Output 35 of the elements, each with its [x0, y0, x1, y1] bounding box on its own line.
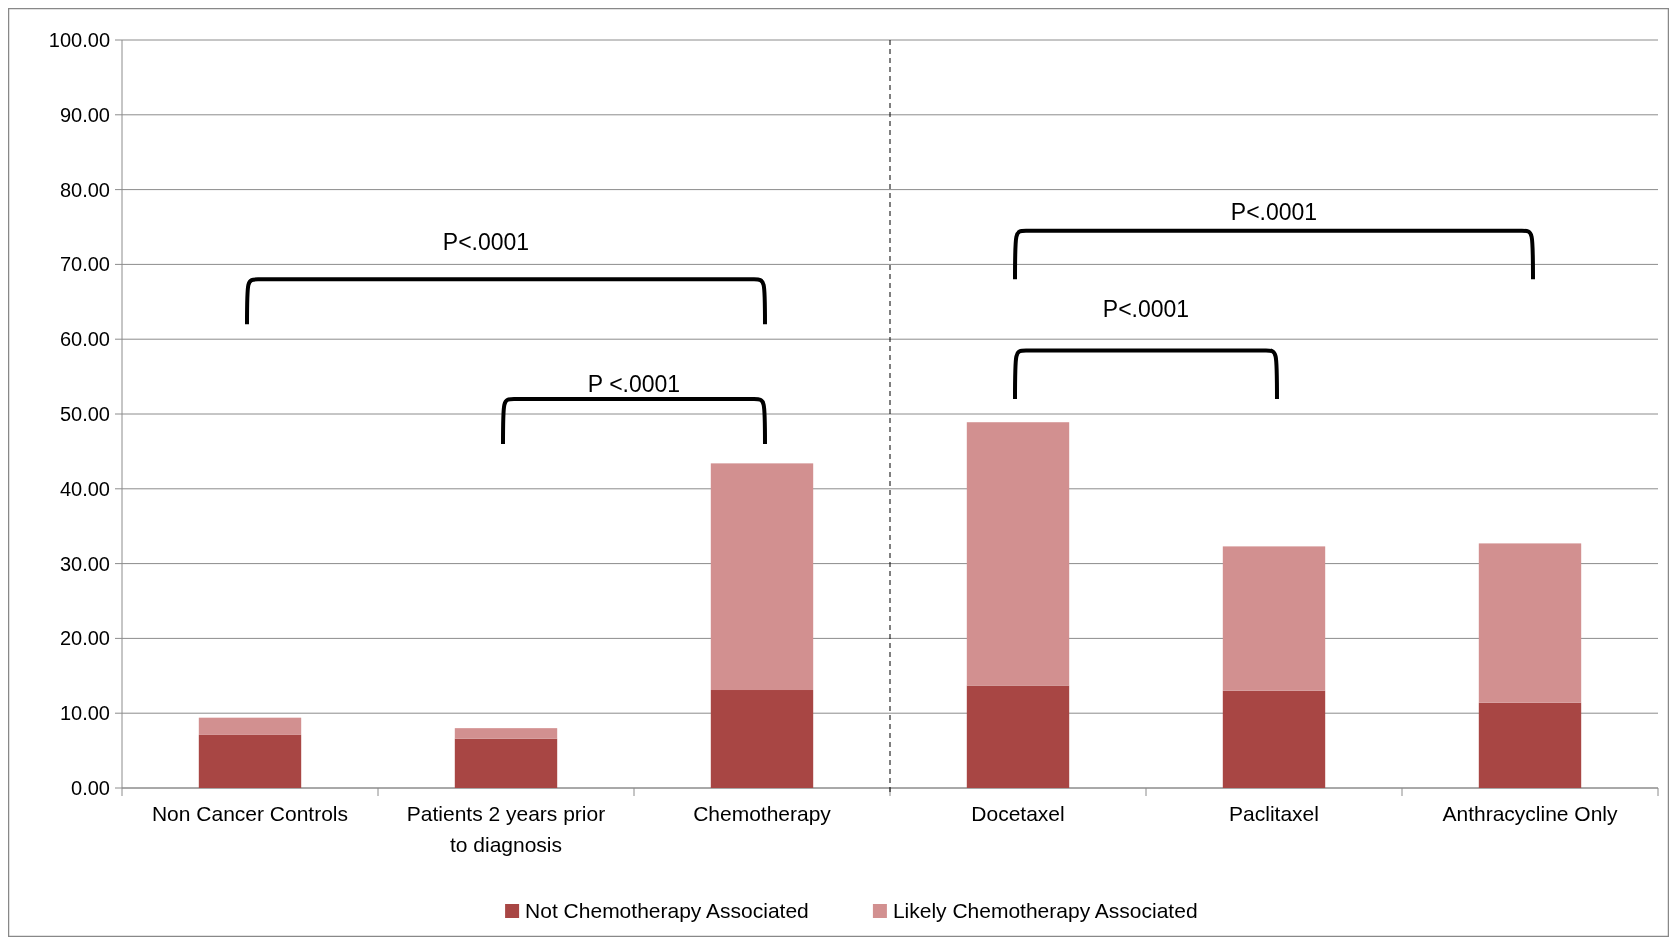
x-tick-label: Non Cancer Controls — [151, 802, 349, 825]
bar — [454, 728, 558, 739]
y-tick-label: 40.00 — [59, 477, 110, 500]
bar — [198, 717, 302, 735]
bar — [198, 734, 302, 788]
bar — [710, 463, 814, 691]
annotation: P<.0001 — [1102, 296, 1190, 323]
bar — [1478, 543, 1582, 703]
annotation: P<.0001 — [442, 229, 530, 256]
y-tick-label: 100.00 — [48, 29, 110, 51]
y-tick-label: 90.00 — [59, 103, 110, 126]
annotation: P <.0001 — [587, 371, 681, 398]
legend-label: Likely Chemotherapy Associated — [892, 899, 1198, 923]
bar — [1222, 690, 1326, 788]
x-tick-label: Docetaxel — [971, 802, 1065, 825]
annotation: P<.0001 — [1230, 199, 1318, 226]
y-tick-label: 20.00 — [59, 627, 110, 650]
y-tick-label: 50.00 — [59, 403, 110, 425]
y-tick-label: 30.00 — [59, 552, 110, 575]
x-tick-label: Anthracycline Only — [1442, 802, 1619, 825]
bar — [1478, 702, 1582, 788]
y-tick-label: 80.00 — [59, 178, 110, 201]
x-tick-label: Paclitaxel — [1229, 802, 1319, 825]
bar — [1222, 546, 1326, 691]
legend-label: Not Chemotherapy Associated — [525, 899, 809, 923]
y-tick-label: 0.00 — [71, 777, 110, 799]
y-tick-label: 70.00 — [59, 253, 110, 276]
x-tick-label: Patients 2 years prior to diagnosis — [406, 802, 606, 856]
bar — [966, 685, 1070, 788]
bar — [966, 422, 1070, 686]
y-tick-label: 60.00 — [59, 328, 110, 351]
y-tick-label: 10.00 — [59, 702, 110, 725]
bar — [710, 690, 814, 788]
bar — [454, 738, 558, 788]
x-tick-label: Chemotherapy — [693, 802, 832, 825]
